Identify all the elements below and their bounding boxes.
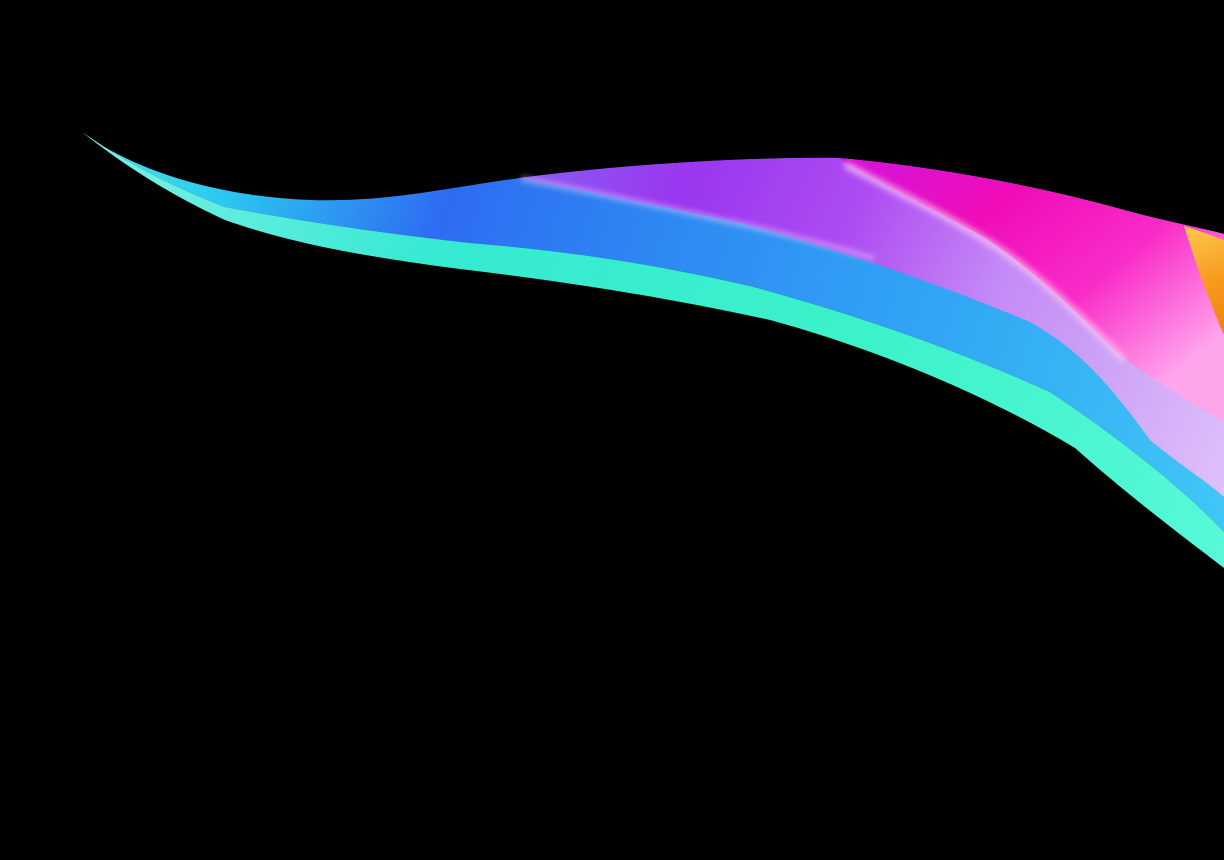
magenta-ribbon-shape: [838, 158, 1224, 422]
magenta-seam-highlight: [844, 162, 1126, 362]
purple-edge-highlight: [520, 176, 875, 261]
mint-ribbon-shape: [82, 132, 1224, 568]
orange-ribbon-shape: [1184, 226, 1224, 335]
